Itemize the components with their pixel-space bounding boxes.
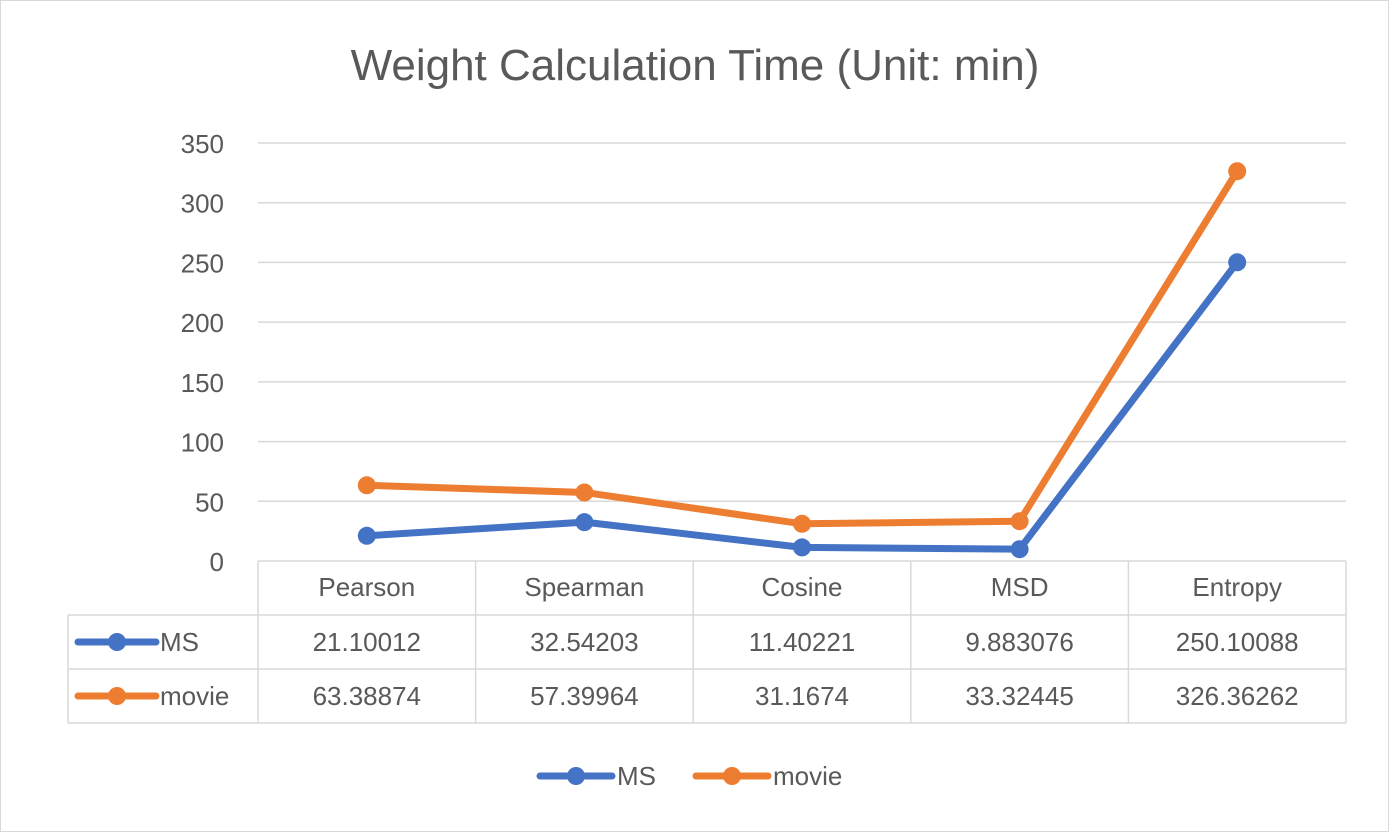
data-table: Pearson Spearman Cosine MSD Entropy MS 21.1001… [67, 560, 1347, 724]
y-tick-label: 50 [195, 487, 224, 517]
legend-key-MS [536, 767, 616, 785]
legend-label: MS [617, 761, 656, 791]
data-point-MS [357, 526, 376, 545]
legend-key-movie [692, 767, 772, 785]
data-point-movie [357, 476, 376, 495]
y-tick-label: 100 [181, 428, 224, 458]
y-tick-label: 200 [181, 308, 224, 338]
x-tick-label: Cosine [762, 572, 843, 602]
gridlines [258, 142, 1346, 503]
data-point-movie [793, 514, 811, 533]
y-axis-ticks: 0 50 100 150 200 250 300 350 [181, 129, 224, 577]
data-point-movie [575, 483, 594, 502]
table-cell: 21.10012 [313, 627, 421, 657]
table-cell: 63.38874 [313, 681, 421, 711]
legend: MS movie [536, 761, 842, 791]
table-series-key [74, 687, 160, 705]
table-cell: 33.32445 [965, 681, 1073, 711]
table-series-name: movie [160, 681, 229, 711]
x-tick-label: Pearson [318, 572, 415, 602]
table-cell: 32.54203 [530, 627, 638, 657]
data-point-MS [793, 538, 811, 557]
x-tick-label: Spearman [524, 572, 644, 602]
table-cell: 57.39964 [530, 681, 638, 711]
x-tick-label: Entropy [1192, 572, 1282, 602]
legend-label: movie [773, 761, 842, 791]
table-cell: 326.36262 [1176, 681, 1299, 711]
y-tick-label: 0 [210, 547, 224, 577]
table-series-key [74, 633, 160, 651]
table-series-name: MS [160, 627, 199, 657]
x-tick-label: MSD [991, 572, 1049, 602]
series-group [357, 162, 1247, 559]
table-cell: 11.40221 [749, 627, 856, 657]
y-tick-label: 350 [181, 129, 224, 159]
table-cell: 31.1674 [755, 681, 849, 711]
table-cell: 250.10088 [1176, 627, 1299, 657]
chart-title: Weight Calculation Time (Unit: min) [351, 41, 1040, 90]
table-cell: 9.883076 [965, 627, 1073, 657]
y-tick-label: 300 [181, 189, 224, 219]
y-tick-label: 150 [181, 368, 224, 398]
data-point-movie [1010, 512, 1029, 531]
data-point-MS [1010, 540, 1029, 559]
data-point-MS [575, 513, 594, 532]
data-point-MS [1228, 253, 1247, 272]
data-point-movie [1228, 162, 1247, 181]
y-tick-label: 250 [181, 248, 224, 278]
